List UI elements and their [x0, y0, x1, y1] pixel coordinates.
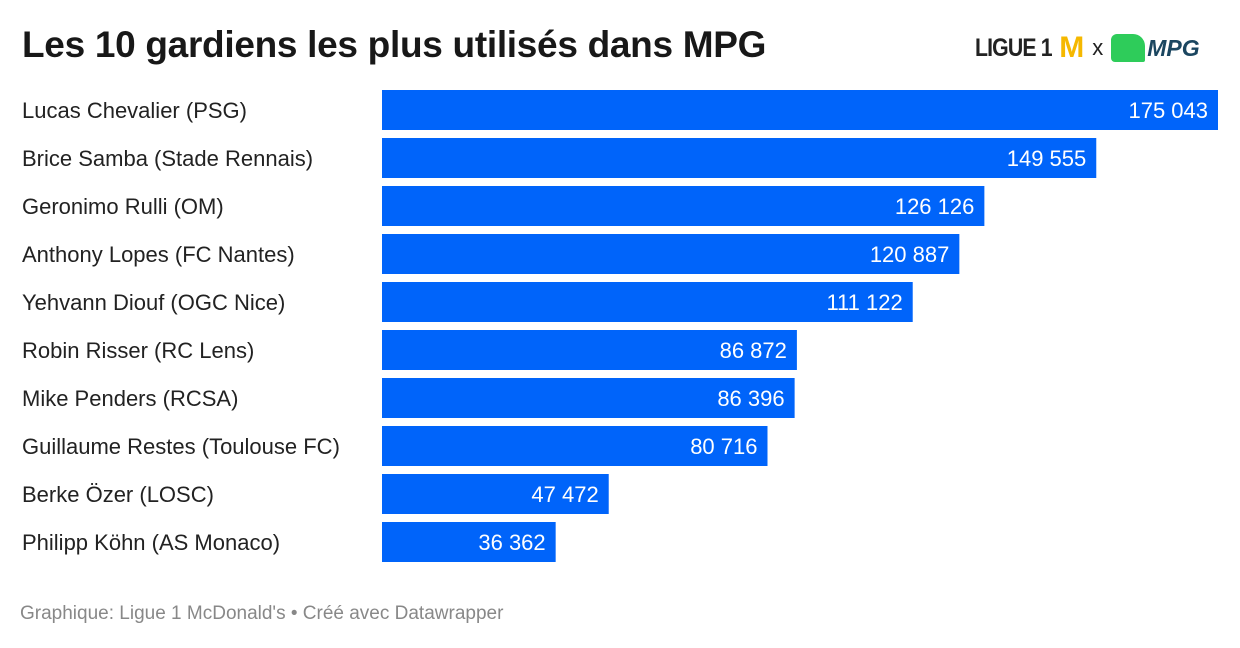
logo: LIGUE 1 M x MPG: [975, 30, 1200, 66]
mcdonalds-logo: M: [1059, 31, 1085, 64]
bar: [382, 234, 960, 274]
footer-credit: Graphique: Ligue 1 McDonald's • Créé ave…: [20, 603, 504, 624]
value-label: 36 362: [478, 530, 545, 555]
bar: [382, 282, 913, 322]
value-label: 86 872: [720, 338, 787, 363]
goat-icon: [1111, 34, 1146, 62]
category-label: Berke Özer (LOSC): [22, 482, 214, 507]
category-label: Mike Penders (RCSA): [22, 386, 238, 411]
value-label: 120 887: [870, 242, 950, 267]
bar: [382, 426, 768, 466]
value-label: 47 472: [531, 482, 598, 507]
value-label: 111 122: [826, 290, 902, 315]
bar: [382, 186, 985, 226]
category-label: Guillaume Restes (Toulouse FC): [22, 434, 340, 459]
bar: [382, 90, 1218, 130]
chart-title: Les 10 gardiens les plus utilisés dans M…: [22, 24, 767, 65]
bar: [382, 138, 1097, 178]
ligue1-logo: LIGUE 1: [975, 33, 1053, 62]
category-label: Philipp Köhn (AS Monaco): [22, 530, 280, 555]
logo-separator: x: [1092, 35, 1104, 60]
category-label: Brice Samba (Stade Rennais): [22, 146, 313, 171]
category-label: Anthony Lopes (FC Nantes): [22, 242, 295, 267]
bar: [382, 378, 795, 418]
category-label: Yehvann Diouf (OGC Nice): [22, 290, 285, 315]
value-label: 86 396: [717, 386, 784, 411]
category-label: Lucas Chevalier (PSG): [22, 98, 247, 123]
value-label: 175 043: [1128, 98, 1208, 123]
bar: [382, 330, 797, 370]
value-label: 126 126: [895, 194, 975, 219]
category-label: Geronimo Rulli (OM): [22, 194, 224, 219]
bar: [382, 474, 609, 514]
mpg-logo: MPG: [1147, 34, 1200, 61]
value-label: 149 555: [1007, 146, 1087, 171]
category-label: Robin Risser (RC Lens): [22, 338, 254, 363]
bar: [382, 522, 556, 562]
value-label: 80 716: [690, 434, 757, 459]
